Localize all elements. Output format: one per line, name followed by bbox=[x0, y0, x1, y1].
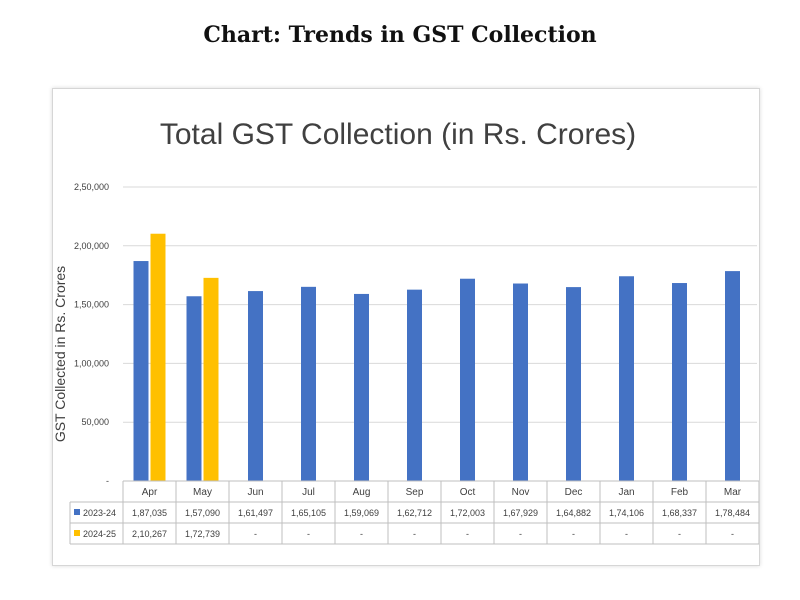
bar-2024-25 bbox=[150, 233, 166, 481]
bar-2023-24 bbox=[460, 278, 475, 481]
data-label: - bbox=[572, 529, 575, 539]
data-label: 1,74,106 bbox=[609, 508, 644, 518]
x-tick-label: Oct bbox=[460, 487, 476, 498]
data-label: - bbox=[254, 529, 257, 539]
data-label: 1,65,105 bbox=[291, 508, 326, 518]
bar-2023-24 bbox=[248, 291, 263, 481]
data-label: 1,64,882 bbox=[556, 508, 591, 518]
legend-swatch-2023-24 bbox=[74, 509, 80, 515]
bar-2023-24 bbox=[407, 289, 422, 481]
grid-lines bbox=[123, 186, 757, 423]
data-label: - bbox=[360, 529, 363, 539]
bar-2023-24 bbox=[725, 271, 740, 481]
data-label: 1,72,003 bbox=[450, 508, 485, 518]
data-label: - bbox=[307, 529, 310, 539]
data-label: - bbox=[731, 529, 734, 539]
data-label: 1,72,739 bbox=[185, 529, 220, 539]
y-tick-label: 1,50,000 bbox=[74, 300, 109, 310]
x-tick-label: Jan bbox=[618, 487, 634, 498]
y-tick-label: 2,50,000 bbox=[74, 182, 109, 192]
page-heading: Chart: Trends in GST Collection bbox=[203, 22, 597, 48]
legend-label: 2023-24 bbox=[83, 508, 116, 518]
data-label: 1,59,069 bbox=[344, 508, 379, 518]
data-label: 1,68,337 bbox=[662, 508, 697, 518]
data-label: - bbox=[678, 529, 681, 539]
x-tick-label: Sep bbox=[406, 487, 424, 498]
bar-2023-24 bbox=[301, 286, 316, 481]
chart-title: Total GST Collection (in Rs. Crores) bbox=[160, 118, 636, 151]
x-tick-label: Mar bbox=[724, 487, 742, 498]
y-tick-labels: - 50,000 1,00,000 1,50,000 2,00,000 2,50,000 bbox=[74, 182, 109, 486]
chart-frame: Total GST Collection (in Rs. Crores) GST… bbox=[52, 88, 760, 566]
data-label: - bbox=[625, 529, 628, 539]
legend-swatch-2024-25 bbox=[74, 530, 80, 536]
x-tick-label: Apr bbox=[142, 487, 158, 498]
bar-2023-24 bbox=[566, 287, 581, 481]
data-label: 1,78,484 bbox=[715, 508, 750, 518]
x-tick-label: Jul bbox=[302, 487, 315, 498]
data-label: - bbox=[519, 529, 522, 539]
data-label: 1,61,497 bbox=[238, 508, 273, 518]
data-label: 1,87,035 bbox=[132, 508, 167, 518]
bar-2023-24 bbox=[186, 296, 202, 481]
y-axis-label: GST Collected in Rs. Crores bbox=[53, 266, 68, 442]
bar-2023-24 bbox=[133, 261, 149, 481]
data-label: - bbox=[413, 529, 416, 539]
gst-bar-chart: Total GST Collection (in Rs. Crores) GST… bbox=[52, 118, 760, 545]
x-tick-label: Nov bbox=[512, 487, 530, 498]
data-label: 2,10,267 bbox=[132, 529, 167, 539]
x-tick-label: Feb bbox=[671, 487, 689, 498]
y-tick-label: 50,000 bbox=[81, 417, 109, 427]
x-tick-label: Dec bbox=[565, 487, 583, 498]
x-tick-label: May bbox=[193, 487, 212, 498]
data-table: Apr May Jun Jul Aug Sep Oct Nov Dec Jan Feb Mar 2023… bbox=[69, 480, 760, 545]
bar-2023-24 bbox=[354, 293, 369, 481]
y-tick-label: - bbox=[106, 476, 109, 486]
bar-2023-24 bbox=[672, 283, 687, 481]
x-tick-label: Aug bbox=[353, 487, 371, 498]
y-tick-label: 1,00,000 bbox=[74, 358, 109, 368]
data-label: 1,67,929 bbox=[503, 508, 538, 518]
legend-label: 2024-25 bbox=[83, 529, 116, 539]
data-label: - bbox=[466, 529, 469, 539]
bars bbox=[133, 233, 740, 481]
data-label: 1,57,090 bbox=[185, 508, 220, 518]
y-tick-label: 2,00,000 bbox=[74, 241, 109, 251]
bar-2023-24 bbox=[619, 276, 634, 481]
bar-2024-25 bbox=[203, 277, 219, 481]
x-tick-label: Jun bbox=[247, 487, 263, 498]
bar-2023-24 bbox=[513, 283, 528, 481]
data-label: 1,62,712 bbox=[397, 508, 432, 518]
